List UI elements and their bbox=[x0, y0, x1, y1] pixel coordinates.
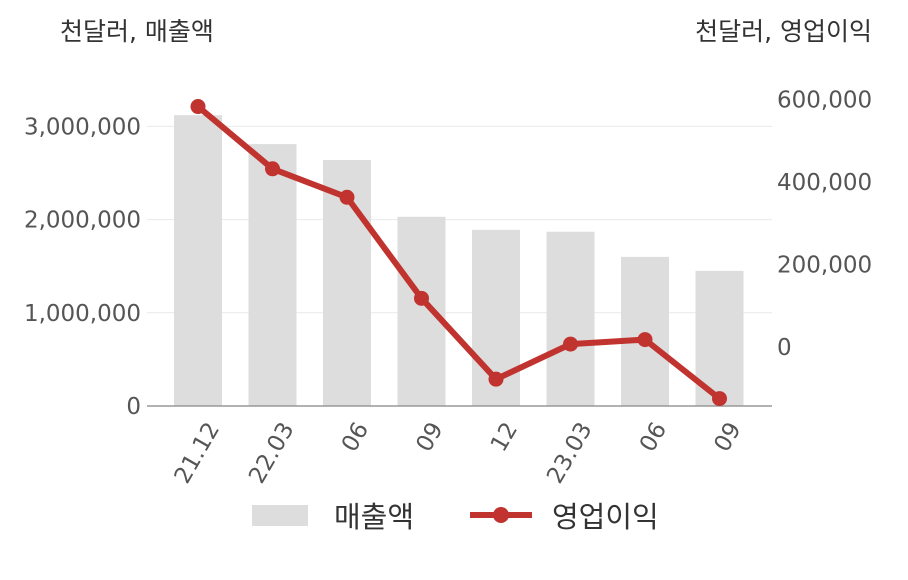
operating-profit-point bbox=[488, 371, 504, 387]
x-tick-label: 12 bbox=[486, 418, 523, 456]
y-left-tick-label: 3,000,000 bbox=[24, 114, 141, 140]
legend-revenue-label: 매출액 bbox=[334, 500, 415, 534]
revenue-bar bbox=[546, 231, 595, 406]
operating-profit-point bbox=[265, 161, 280, 177]
y-right-tick-label: 0 bbox=[777, 335, 792, 361]
y-right-tick-label: 200,000 bbox=[777, 253, 872, 279]
operating-profit-point bbox=[414, 290, 429, 306]
y-right-tick-label: 600,000 bbox=[777, 88, 872, 114]
operating-profit-point bbox=[563, 336, 578, 352]
x-tick-label: 06 bbox=[635, 418, 672, 456]
y-right-tick-label: 400,000 bbox=[777, 170, 872, 196]
x-tick-label: 09 bbox=[411, 418, 448, 456]
x-tick-label: 06 bbox=[337, 418, 374, 456]
operating-profit-point bbox=[190, 99, 206, 115]
left-axis-unit-label: 천달러, 매출액 bbox=[60, 17, 214, 46]
x-tick-label: 09 bbox=[709, 418, 746, 456]
right-axis-unit-label: 천달러, 영업이익 bbox=[695, 17, 872, 46]
revenue-bar bbox=[248, 144, 297, 406]
revenue-bar bbox=[397, 216, 446, 406]
revenue-bar bbox=[174, 115, 222, 406]
y-left-tick-label: 0 bbox=[126, 394, 141, 420]
legend-item-operating-profit: 영업이익 bbox=[470, 494, 659, 536]
y-left-tick-label: 1,000,000 bbox=[24, 301, 141, 327]
operating-profit-line bbox=[195, 103, 723, 402]
legend-line-swatch bbox=[470, 503, 532, 527]
operating-profit-point bbox=[712, 391, 727, 407]
x-tick-label: 21.12 bbox=[170, 418, 225, 488]
operating-profit-point bbox=[339, 189, 355, 205]
x-tick-label: 22.03 bbox=[244, 418, 299, 488]
legend-item-revenue: 매출액 bbox=[252, 494, 414, 536]
x-tick-label: 23.03 bbox=[542, 418, 597, 488]
revenue-bar bbox=[621, 256, 669, 406]
operating-profit-point bbox=[637, 332, 653, 348]
legend-operating-profit-label: 영업이익 bbox=[552, 500, 659, 534]
legend-bar-swatch bbox=[252, 504, 308, 526]
y-left-tick-label: 2,000,000 bbox=[24, 208, 141, 234]
